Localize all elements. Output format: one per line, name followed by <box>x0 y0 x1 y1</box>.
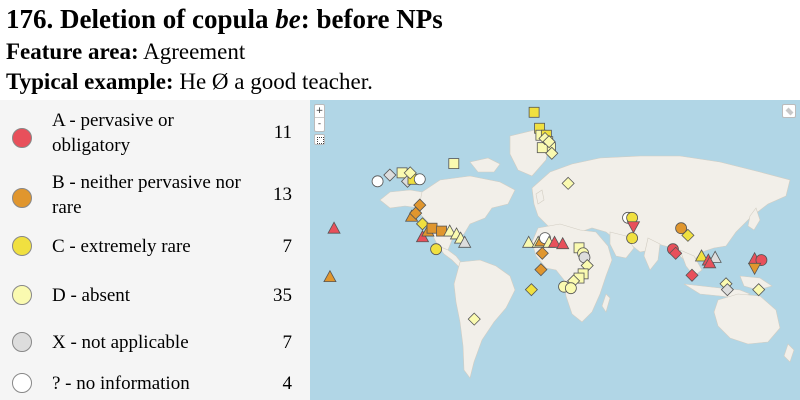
zoom-control: + - <box>314 104 325 132</box>
map-marker-a[interactable] <box>626 221 641 234</box>
land-new-zealand <box>783 343 795 363</box>
layers-icon[interactable] <box>782 104 796 118</box>
map-marker-d[interactable] <box>561 176 575 190</box>
map-marker-unknown[interactable] <box>413 173 426 186</box>
map-marker-d[interactable] <box>448 158 460 169</box>
map-marker-c[interactable] <box>524 283 538 297</box>
legend-marker-a <box>12 128 32 148</box>
map-marker-c[interactable] <box>694 249 709 262</box>
zoom-out-button[interactable]: - <box>317 119 322 129</box>
map-marker-x[interactable] <box>720 283 734 297</box>
fullscreen-icon[interactable] <box>314 134 325 145</box>
map-marker-d[interactable] <box>536 142 548 154</box>
land-uk <box>535 189 545 205</box>
legend-label-d: D - absent <box>52 285 131 306</box>
legend-label-unknown: ? - no information <box>52 373 190 394</box>
legend-count-x: 7 <box>282 332 293 353</box>
map-marker-b[interactable] <box>409 206 423 220</box>
map-marker-a[interactable] <box>755 254 768 266</box>
legend-marker-x <box>12 332 32 352</box>
map-marker-d[interactable] <box>467 312 481 326</box>
land-southeast-asia <box>679 249 703 277</box>
legend-marker-b <box>12 188 32 208</box>
map-marker-a[interactable] <box>703 255 717 269</box>
legend-count-d: 35 <box>273 285 292 306</box>
map-marker-b[interactable] <box>747 262 762 276</box>
land-japan <box>747 207 761 231</box>
map-marker-d[interactable] <box>542 135 556 149</box>
land-arabia <box>609 231 635 259</box>
map-marker-d[interactable] <box>752 283 766 297</box>
typical-example: Typical example: He Ø a good teacher. <box>6 69 373 94</box>
land-india <box>643 237 661 271</box>
land-indonesia <box>683 283 751 299</box>
map-marker-x[interactable] <box>383 168 397 182</box>
legend-count-unknown: 4 <box>282 373 293 394</box>
legend-label-c: C - extremely rare <box>52 236 191 257</box>
map-marker-b[interactable] <box>675 222 688 235</box>
map-marker-a[interactable] <box>685 268 699 282</box>
legend: A - pervasive or obligatory 11 B - neith… <box>0 100 310 400</box>
map-marker-c[interactable] <box>415 217 430 231</box>
map-marker-b[interactable] <box>535 246 549 260</box>
land-new-guinea <box>739 275 773 291</box>
land-africa <box>531 223 613 323</box>
legend-label-b: B - neither pervasive nor rare <box>52 172 241 218</box>
feature-area: Feature area: Agreement <box>6 39 246 64</box>
page-title: 176. Deletion of copula be: before NPs <box>6 4 443 34</box>
land-south-america <box>453 259 516 379</box>
map-marker-b[interactable] <box>323 269 337 283</box>
map-marker-d[interactable] <box>443 224 457 237</box>
world-map[interactable]: + - <box>310 100 800 400</box>
legend-marker-d <box>12 285 32 305</box>
map-marker-x[interactable] <box>708 250 722 263</box>
map-marker-d[interactable] <box>403 166 417 180</box>
legend-label-x: X - not applicable <box>52 332 189 353</box>
legend-marker-c <box>12 236 32 256</box>
legend-count-b: 13 <box>273 184 292 205</box>
map-marker-b[interactable] <box>534 263 548 277</box>
map-marker-c[interactable] <box>528 106 540 118</box>
map-marker-a[interactable] <box>556 236 570 250</box>
legend-count-c: 7 <box>282 236 293 257</box>
map-marker-d[interactable] <box>545 146 559 160</box>
map-marker-d[interactable] <box>521 235 536 248</box>
map-marker-a[interactable] <box>669 246 683 260</box>
map-marker-unknown[interactable] <box>371 175 384 188</box>
land-madagascar <box>601 293 611 313</box>
map-markers <box>323 106 768 326</box>
map-marker-b[interactable] <box>426 222 438 234</box>
map-marker-d[interactable] <box>564 282 577 295</box>
map-marker-c[interactable] <box>430 243 443 256</box>
land-australia <box>713 293 781 345</box>
map-marker-a[interactable] <box>327 221 341 234</box>
map-marker-x[interactable] <box>458 235 472 248</box>
legend-marker-unknown <box>12 373 32 393</box>
map-marker-a[interactable] <box>547 235 562 248</box>
map-canvas <box>323 106 795 379</box>
map-marker-c[interactable] <box>626 232 639 245</box>
land-canada-arctic <box>469 157 501 173</box>
zoom-in-button[interactable]: + <box>315 106 324 118</box>
map-marker-c[interactable] <box>681 228 695 242</box>
legend-label-a: A - pervasive or obligatory <box>52 110 174 156</box>
legend-count-a: 11 <box>273 122 292 143</box>
